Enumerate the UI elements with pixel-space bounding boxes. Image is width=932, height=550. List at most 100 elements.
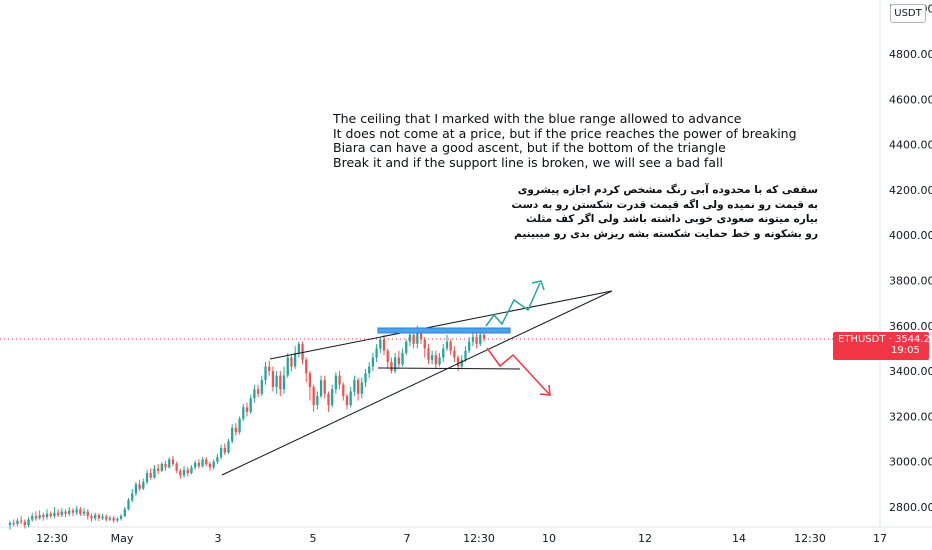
candle-bearish [56,512,60,515]
annotation-english: The ceiling that I marked with the blue … [333,111,797,170]
candle-bearish [427,348,430,360]
annotation-fa-line: سقفی که با محدوده آبی رنگ مشخص کردم اجاز… [517,184,818,196]
candle-bullish [123,509,126,517]
candle-bullish [94,514,97,519]
time-tick-label: May [111,532,134,545]
time-tick-label: 12:30 [463,532,495,545]
candle-bullish [201,459,204,467]
candle-bullish [405,341,408,353]
candle-bullish [8,522,12,526]
candle-bearish [23,521,26,526]
candle-bearish [90,516,93,519]
candle-bullish [153,468,156,478]
annotation-en-line: Break it and if the support line is brok… [333,154,723,170]
candle-bearish [71,510,75,513]
candle-bearish [175,463,178,471]
candle-bearish [197,462,201,467]
drawing-tools[interactable] [221,280,613,476]
candle-bullish [127,500,130,510]
time-tick-label: 12:30 [36,532,68,545]
price-axis[interactable]: 2800.00 3000.00 3200.00 3400.00 3600.00 3800.… [889,3,932,514]
resistance-range[interactable] [377,327,511,334]
triangle-lower-trendline[interactable] [221,290,613,476]
annotation-en-line: The ceiling that I marked with the blue … [333,111,742,126]
price-tick-label: 3200.00 [889,410,932,423]
candle-bullish [182,469,186,476]
candle-bullish [249,398,252,412]
candle-bearish [245,407,249,412]
candle-bullish [331,389,334,406]
candle-bearish [112,517,115,521]
candle-bearish [164,463,167,468]
candle-bearish [453,350,456,358]
candle-bullish [468,341,471,351]
candle-bearish [386,350,389,363]
candle-bullish [231,427,234,442]
candle-bearish [86,511,89,517]
candle-bearish [138,484,141,489]
candle-bullish [460,359,463,367]
candle-bullish [360,382,363,394]
bullish-path-arrow[interactable] [485,282,541,327]
candle-bullish [286,357,289,376]
price-tick-label: 3000.00 [889,456,932,469]
candle-bullish [53,512,56,517]
candle-bearish [105,516,108,520]
annotation-fa-line: به قیمت رو نمیده ولی اگه قیمت قدرت شکستن… [511,198,818,211]
time-tick-label: 3 [215,532,222,545]
time-axis[interactable]: 12:30 May 3 5 7 12:30 10 12 14 12:30 17 [36,532,887,545]
annotation-en-line: Biara can have a good ascent, but if the… [333,140,726,155]
candle-bearish [323,380,326,394]
candle-bearish [79,509,82,514]
currency-selector[interactable]: USDT [890,4,926,23]
candle-bearish [12,522,15,524]
price-tick-label: 3800.00 [889,275,932,288]
candle-bearish [434,355,438,365]
candle-bullish [194,462,197,468]
candle-bullish [160,463,163,471]
candle-bearish [356,380,360,394]
candle-bullish [27,519,30,526]
candle-bearish [482,334,486,339]
candle-bearish [256,389,260,394]
price-tick-label: 4600.00 [889,93,932,106]
annotation-fa-line: رو بشکونه و خط حمایت شکسته بشه ریزش بدی … [514,227,818,240]
candle-bullish [293,352,297,367]
candle-bullish [260,380,263,394]
price-tick-label: 4800.00 [889,48,932,61]
candle-bullish [297,343,300,353]
candle-bearish [382,339,386,351]
last-price-label: ETHUSDT · 3544.29 [833,332,932,345]
candle-bearish [49,513,52,517]
symbol-label: ETHUSDT [838,334,886,345]
candle-bearish [456,357,460,367]
time-tick-label: 12 [638,532,652,545]
support-line[interactable] [377,367,521,370]
candle-bearish [279,375,282,390]
price-tick-label: 3600.00 [889,320,932,333]
annotation-fa-line: بیاره میتونه صعودی خوبی داشته باشد ولی ا… [525,213,818,225]
candle-bullish [316,396,319,406]
candle-bullish [60,511,63,515]
candle-bearish [449,341,452,351]
candle-bearish [305,359,308,374]
candle-bullish [82,511,86,514]
last-price-tag: ETHUSDT · 3544.29 19:05 [833,332,932,360]
candle-bearish [234,427,238,433]
candle-bullish [75,509,78,513]
candle-bullish [16,520,19,524]
candle-bearish [149,473,152,478]
time-tick-label: 5 [310,532,317,545]
candle-bullish [101,516,104,519]
candles [8,325,486,530]
candle-bullish [375,348,378,358]
candle-bullish [116,518,119,521]
last-price-value: 3544.29 [894,334,932,345]
bullish-arrowhead [531,280,545,291]
bearish-path-arrow[interactable] [486,347,550,395]
triangle-upper-trendline[interactable] [269,290,613,360]
candle-bullish [442,348,445,358]
candle-bullish [238,418,241,433]
candle-bullish [282,375,286,390]
